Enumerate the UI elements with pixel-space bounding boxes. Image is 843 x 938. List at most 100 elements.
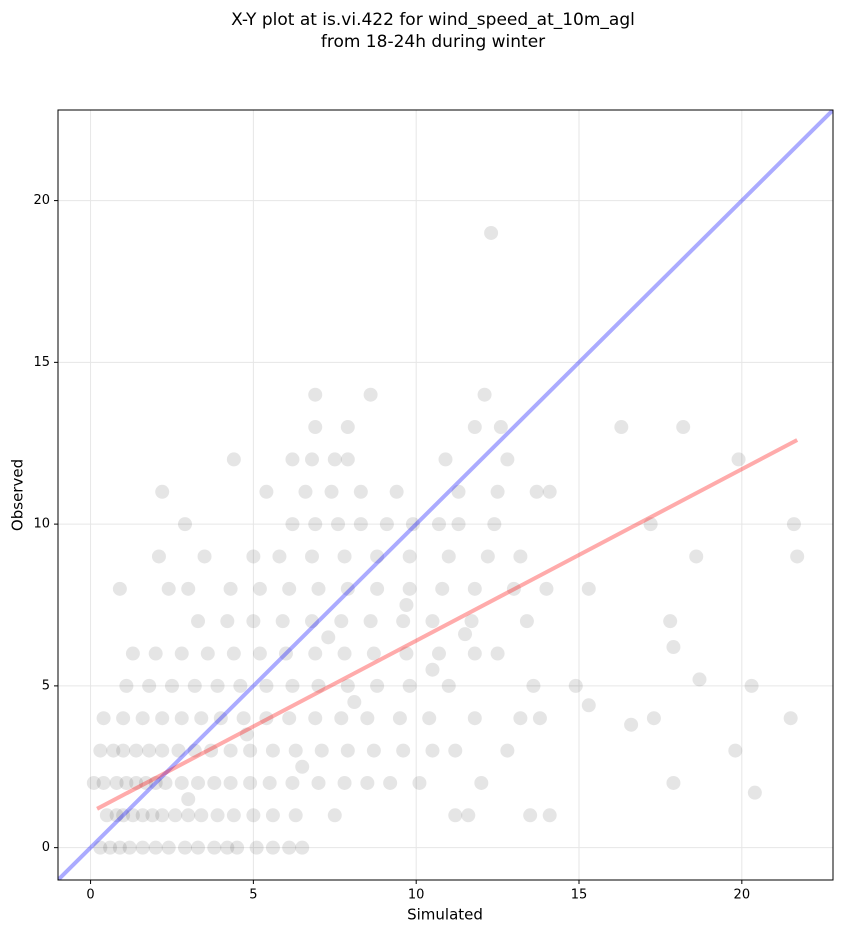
point (360, 775, 375, 790)
point (112, 840, 127, 855)
point (236, 711, 251, 726)
point (526, 678, 541, 693)
point (230, 840, 245, 855)
point (99, 808, 114, 823)
point (324, 484, 339, 499)
point (103, 840, 118, 855)
point (624, 717, 639, 732)
point (191, 840, 206, 855)
point (116, 808, 131, 823)
point (282, 581, 297, 596)
x-axis-label: Simulated (407, 906, 483, 924)
point (363, 614, 378, 629)
point (747, 785, 762, 800)
point (282, 840, 297, 855)
point (379, 517, 394, 532)
point (529, 484, 544, 499)
point (425, 743, 440, 758)
point (412, 775, 427, 790)
point (337, 549, 352, 564)
point (467, 581, 482, 596)
point (142, 743, 157, 758)
chart-title: X-Y plot at is.vi.422 for wind_speed_at_… (231, 10, 635, 30)
point (422, 711, 437, 726)
point (109, 775, 124, 790)
point (337, 646, 352, 661)
point (363, 387, 378, 402)
point (402, 549, 417, 564)
point (728, 743, 743, 758)
point (145, 808, 160, 823)
point (327, 452, 342, 467)
chart-title: from 18-24h during winter (321, 32, 545, 52)
point (435, 581, 450, 596)
point (500, 743, 515, 758)
point (119, 678, 134, 693)
point (220, 840, 235, 855)
point (288, 808, 303, 823)
fit-line (58, 110, 833, 880)
point (295, 840, 310, 855)
point (285, 775, 300, 790)
point (353, 517, 368, 532)
point (191, 614, 206, 629)
point (122, 840, 137, 855)
point (614, 420, 629, 435)
y-tick-label: 10 (33, 517, 50, 532)
point (243, 743, 258, 758)
point (207, 775, 222, 790)
point (663, 614, 678, 629)
point (223, 581, 238, 596)
point (164, 678, 179, 693)
point (259, 484, 274, 499)
point (308, 711, 323, 726)
point (155, 484, 170, 499)
point (151, 549, 166, 564)
point (129, 775, 144, 790)
point (265, 840, 280, 855)
point (425, 662, 440, 677)
point (177, 517, 192, 532)
point (425, 614, 440, 629)
point (207, 840, 222, 855)
point (181, 792, 196, 807)
point (158, 775, 173, 790)
y-tick-label: 5 (42, 678, 50, 693)
point (106, 743, 121, 758)
point (298, 484, 313, 499)
point (490, 484, 505, 499)
point (308, 517, 323, 532)
point (327, 808, 342, 823)
point (519, 614, 534, 629)
point (226, 808, 241, 823)
point (340, 581, 355, 596)
x-tick-label: 15 (571, 888, 588, 903)
point (399, 646, 414, 661)
point (360, 711, 375, 726)
point (96, 775, 111, 790)
point (744, 678, 759, 693)
point (148, 646, 163, 661)
point (441, 549, 456, 564)
point (464, 614, 479, 629)
point (197, 549, 212, 564)
point (334, 711, 349, 726)
point (340, 743, 355, 758)
point (366, 743, 381, 758)
point (399, 598, 414, 612)
point (252, 646, 267, 661)
point (210, 808, 225, 823)
point (295, 759, 310, 774)
point (194, 711, 209, 726)
point (246, 549, 261, 564)
x-tick-label: 20 (734, 888, 751, 903)
point (405, 517, 420, 532)
x-tick-label: 5 (249, 888, 257, 903)
point (467, 420, 482, 435)
fit-line (96, 438, 799, 811)
point (676, 420, 691, 435)
point (168, 808, 183, 823)
point (246, 614, 261, 629)
point (666, 640, 681, 655)
point (461, 808, 476, 823)
